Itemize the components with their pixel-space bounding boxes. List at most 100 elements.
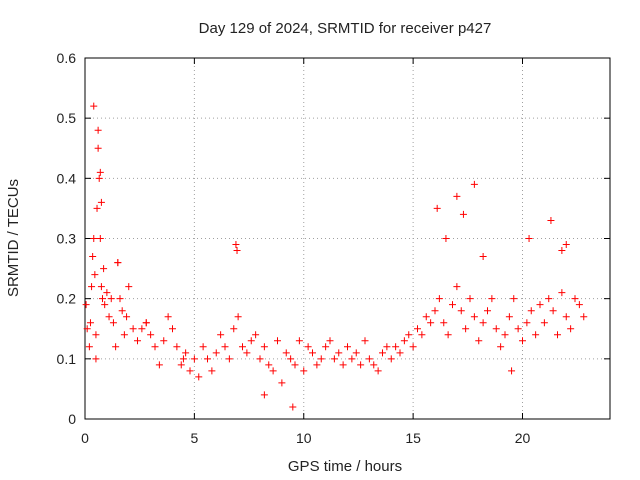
data-point [365, 355, 373, 363]
data-point [527, 307, 535, 315]
data-point [256, 355, 264, 363]
data-point [370, 361, 378, 369]
y-tick-label: 0.2 [57, 291, 77, 307]
data-point [138, 325, 146, 333]
data-point [114, 259, 122, 267]
data-point [295, 337, 303, 345]
data-point [449, 301, 456, 309]
data-point [233, 247, 241, 255]
data-point [497, 343, 505, 351]
data-point [554, 331, 561, 339]
data-point [123, 313, 131, 321]
data-point [453, 283, 461, 291]
data-point [510, 295, 518, 303]
x-tick-label: 0 [81, 430, 89, 446]
data-point [383, 343, 391, 351]
data-point [217, 331, 225, 339]
x-axis-label: GPS time / hours [288, 458, 402, 475]
data-point [129, 325, 137, 333]
chart-title: Day 129 of 2024, SRMTID for receiver p42… [199, 20, 492, 37]
data-point [444, 331, 452, 339]
data-point [195, 373, 203, 381]
data-point [422, 313, 430, 321]
data-point [221, 343, 229, 351]
data-point [567, 325, 575, 333]
data-point [88, 283, 96, 291]
data-point [457, 307, 465, 315]
data-point [169, 325, 176, 333]
data-point [105, 313, 113, 321]
data-point [418, 331, 426, 339]
data-point [508, 367, 516, 375]
data-point [107, 295, 115, 303]
data-point [134, 337, 141, 345]
y-tick-label: 0.3 [57, 231, 77, 247]
data-point [435, 295, 443, 303]
data-point [186, 367, 194, 375]
data-point [199, 343, 207, 351]
data-point [409, 343, 417, 351]
data-point [344, 343, 351, 351]
data-point [532, 331, 540, 339]
x-tick-label: 15 [405, 430, 421, 446]
data-point [479, 319, 487, 327]
data-point [287, 355, 295, 363]
data-point [470, 180, 478, 188]
data-point [514, 325, 522, 333]
data-point [100, 265, 108, 273]
data-point [547, 216, 555, 224]
data-point [97, 283, 105, 291]
x-tick-label: 20 [515, 430, 531, 446]
data-point [94, 126, 102, 134]
x-tick-label: 5 [190, 430, 198, 446]
data-point [103, 289, 111, 297]
y-tick-label: 0.4 [57, 170, 77, 186]
data-point [549, 307, 557, 315]
data-point [562, 313, 570, 321]
data-point [492, 325, 500, 333]
data-point [440, 319, 448, 327]
data-point [173, 343, 181, 351]
data-point [282, 349, 290, 357]
data-point [93, 204, 101, 212]
data-point [470, 313, 478, 321]
data-point [225, 355, 233, 363]
data-point [309, 349, 316, 357]
data-point [89, 253, 97, 261]
data-point [558, 247, 566, 255]
data-point [274, 337, 281, 345]
x-tick-label: 10 [296, 430, 312, 446]
data-point [92, 355, 100, 363]
data-point [505, 313, 513, 321]
data-point [234, 313, 242, 321]
data-point [269, 367, 277, 375]
data-point [392, 343, 400, 351]
data-point [466, 295, 474, 303]
data-point [536, 301, 544, 309]
data-point [179, 355, 187, 363]
data-point [484, 307, 491, 315]
data-point [379, 349, 386, 357]
data-point [247, 337, 255, 345]
data-point [525, 235, 533, 242]
data-point [300, 367, 308, 375]
data-point [118, 307, 126, 315]
data-point [116, 295, 124, 303]
data-point [519, 337, 526, 345]
data-point [252, 331, 260, 339]
data-point [109, 319, 117, 327]
data-point [230, 325, 238, 333]
data-point [330, 355, 338, 363]
data-point [94, 144, 102, 152]
data-point [147, 331, 155, 339]
data-point [313, 361, 321, 369]
data-point [540, 319, 548, 327]
data-point [155, 361, 163, 369]
data-point [243, 349, 251, 357]
data-point [91, 271, 99, 279]
data-point [95, 174, 103, 182]
data-point [433, 204, 441, 212]
data-point [348, 355, 356, 363]
data-point [86, 319, 94, 327]
data-point [326, 337, 334, 345]
